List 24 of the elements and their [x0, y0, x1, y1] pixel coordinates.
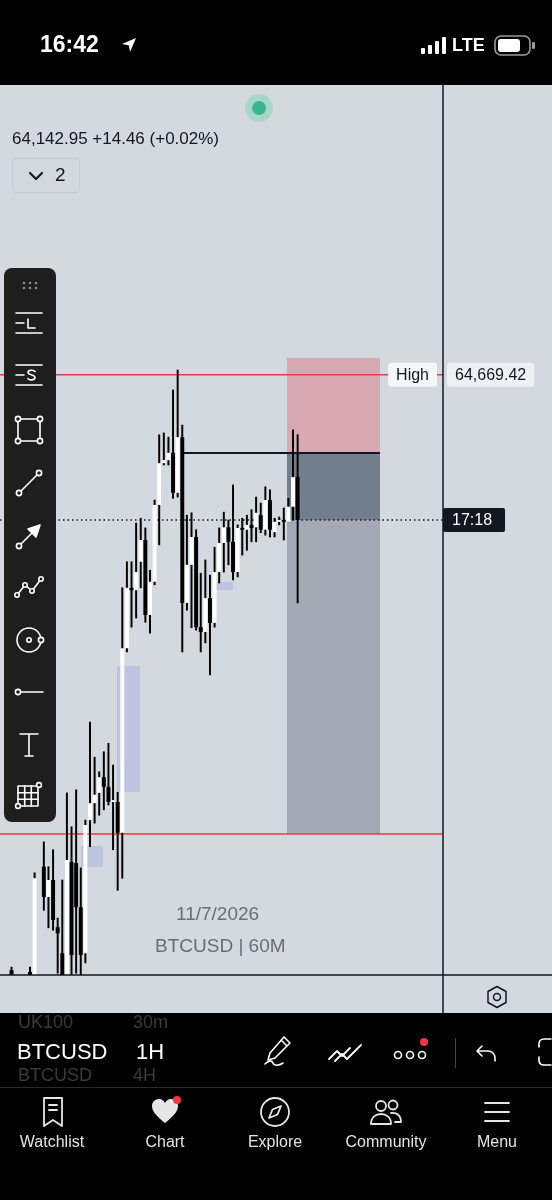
- text: Chart: [145, 1133, 185, 1152]
- text: Explore: [247, 1133, 303, 1152]
- candlestick: [198, 572, 203, 653]
- annotation: 11/7/2026: [176, 903, 260, 925]
- text: Menu: [476, 1133, 518, 1152]
- text: 4H: [133, 1065, 157, 1086]
- text: 64,669.42: [455, 366, 527, 384]
- text: 2: [55, 164, 66, 186]
- text: 16:42: [40, 31, 99, 58]
- text: Community: [345, 1133, 427, 1152]
- candlestick: [240, 517, 245, 556]
- text: BTCUSD: [18, 1065, 93, 1086]
- ref-line-label: High: [396, 366, 429, 384]
- text: 1H: [136, 1039, 165, 1065]
- text: 17:18: [452, 511, 493, 529]
- annotation: BTCUSD | 60M: [155, 935, 286, 957]
- text: 64,142.95 +14.46 (+0.02%): [12, 129, 219, 149]
- candlestick: [161, 432, 166, 466]
- candlestick: [281, 507, 286, 541]
- text: Watchlist: [19, 1133, 85, 1152]
- text: UK100: [18, 1012, 74, 1033]
- text: BTCUSD: [17, 1039, 108, 1065]
- text: 30m: [133, 1012, 169, 1033]
- text: LTE: [452, 35, 485, 56]
